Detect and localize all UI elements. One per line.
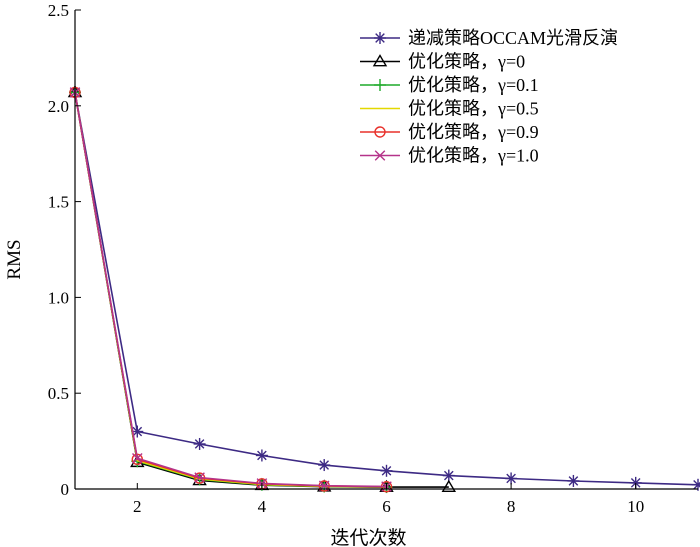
legend-4-marker (374, 126, 386, 138)
y-axis-title: RMS (4, 239, 25, 279)
legend-5-label: 优化策略，γ=1.0 (408, 146, 539, 166)
x-axis-title: 迭代次数 (330, 527, 406, 547)
legend-0-label: 递减策略OCCAM光滑反演 (408, 28, 618, 48)
x-tick-label: 4 (258, 497, 267, 516)
series-0-point (255, 449, 268, 462)
y-tick-label: 0 (61, 480, 70, 499)
series-5-point (132, 453, 143, 464)
series-3-line (74, 92, 387, 488)
x-tick-label: 6 (382, 497, 391, 516)
series-0-point (442, 469, 455, 482)
legend-0-marker (374, 32, 386, 44)
legend-2-label: 优化策略，γ=0.1 (408, 75, 539, 95)
series-1-point (441, 479, 457, 492)
legend-2-marker (374, 79, 386, 91)
y-tick-label: 1.5 (48, 193, 69, 212)
legend-1-marker (372, 54, 388, 67)
series-0-point (505, 472, 518, 485)
y-tick-label: 0.5 (48, 384, 69, 403)
series-0-line (74, 92, 699, 486)
legend-3-label: 优化策略，γ=0.5 (408, 99, 539, 119)
series-0-point (567, 474, 580, 487)
legend-5-marker (374, 150, 386, 161)
series-0-point (318, 459, 331, 472)
series-5-point (194, 472, 205, 483)
axes: 2 4 6 8 10 0 0.5 1.0 1.5 2.0 2.5 迭代次数 RMS (4, 1, 698, 547)
series-5-line (74, 92, 387, 488)
y-tick-label: 2.0 (48, 97, 69, 116)
series-0-point (193, 437, 206, 450)
y-tick-label: 1.0 (48, 288, 69, 307)
x-tick-label: 10 (627, 497, 644, 516)
legend-4-label: 优化策略，γ=0.9 (408, 122, 539, 142)
x-tick-label: 2 (133, 497, 142, 516)
y-tick-label: 2.5 (48, 1, 69, 20)
series-4-line (74, 92, 387, 488)
series-2-line (74, 92, 387, 488)
series-0-point (380, 464, 393, 477)
legend-1-label: 优化策略，γ=0 (408, 52, 525, 72)
plot-area (67, 85, 700, 494)
x-tick-label: 8 (507, 497, 516, 516)
